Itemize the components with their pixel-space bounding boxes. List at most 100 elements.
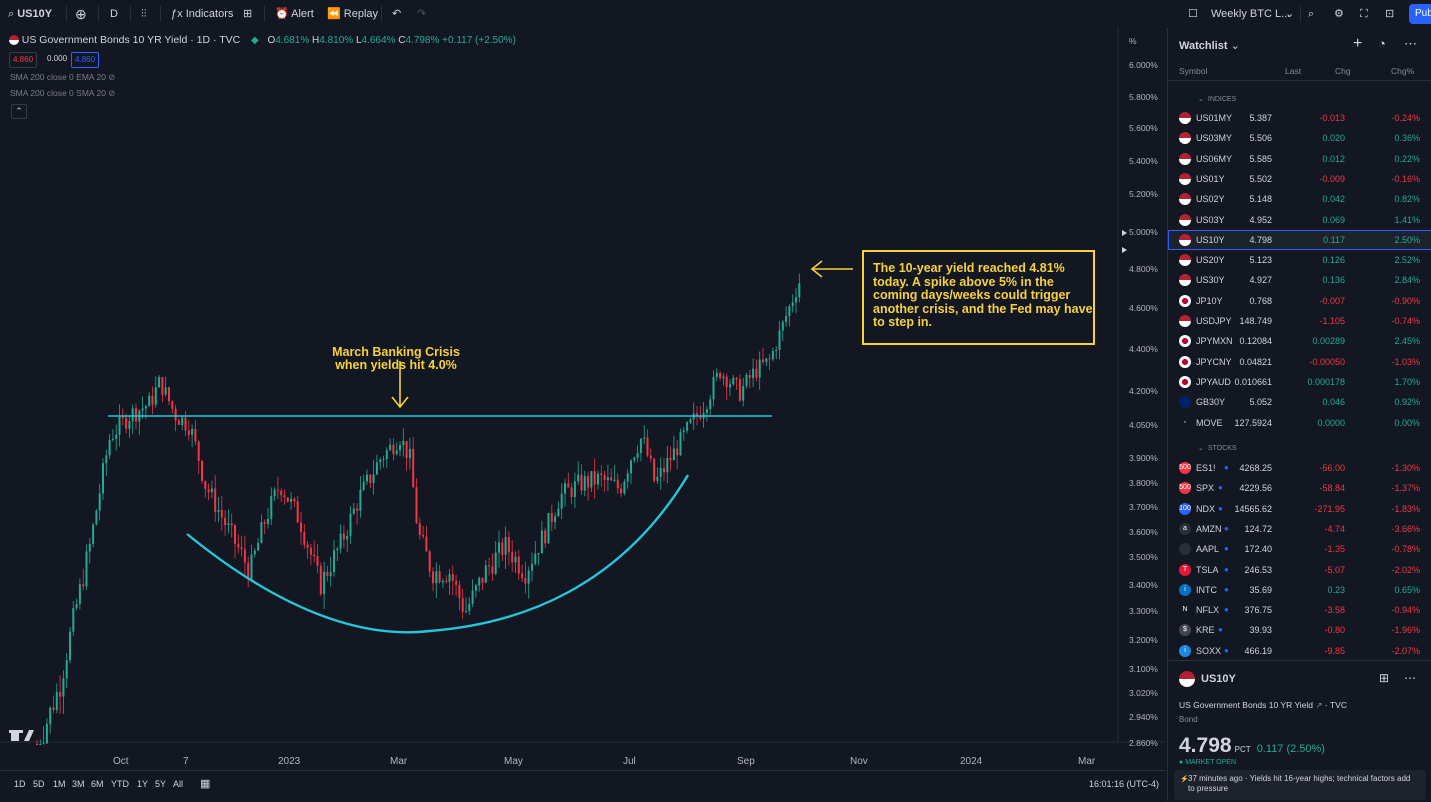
divider: [130, 6, 131, 22]
external-link-icon[interactable]: ↗: [1315, 700, 1323, 710]
candle-body: [220, 510, 223, 518]
layout-checkbox-icon[interactable]: ☐: [1188, 8, 1198, 20]
clock[interactable]: 16:01:16 (UTC-4): [1089, 779, 1160, 789]
march-crisis-annotation[interactable]: March Banking Crisis when yields hit 4.0…: [330, 346, 462, 372]
range-all[interactable]: All: [173, 779, 184, 789]
watchlist-row[interactable]: ▫ MOVE 127.5924 0.0000 0.00%: [1168, 413, 1431, 433]
compare-icon[interactable]: ⊕: [75, 6, 87, 22]
watchlist-row[interactable]: US06MY 5.585 0.012 0.22%: [1168, 149, 1431, 169]
time-tick-label: Jul: [623, 756, 636, 767]
candle-body: [620, 488, 623, 494]
advanced-view-icon[interactable]: ◔: [1378, 36, 1386, 51]
undo-icon[interactable]: ↶: [392, 8, 402, 20]
watchlist-row[interactable]: USDJPY 148.749 -1.105 -0.74%: [1168, 311, 1431, 331]
alert-button[interactable]: ⏰ Alert: [275, 8, 314, 20]
section-indices[interactable]: ⌄ INDICES: [1198, 95, 1236, 103]
candle-body: [438, 571, 441, 583]
indicator-sma[interactable]: SMA 200 close 0 SMA 20 ⊘: [10, 88, 115, 99]
range-3m[interactable]: 3M: [72, 779, 85, 789]
watchlist-row[interactable]: US10Y 4.798 0.117 2.50%: [1168, 229, 1431, 250]
chart-legend[interactable]: US Government Bonds 10 YR Yield · 1D · T…: [9, 34, 516, 46]
candle-body: [795, 297, 797, 303]
watchlist-row[interactable]: i INTC ● 35.69 0.23 0.65%: [1168, 580, 1431, 600]
section-stocks[interactable]: ⌄ STOCKS: [1198, 444, 1237, 452]
symbol-search[interactable]: ⌕ US10Y: [8, 8, 53, 20]
row-change: -1.35: [1324, 544, 1345, 555]
details-symbol[interactable]: US10Y: [1201, 673, 1236, 685]
calendar-icon[interactable]: ▦: [200, 778, 211, 790]
watchlist-row[interactable]: US03MY 5.506 0.020 0.36%: [1168, 128, 1431, 148]
buy-price-box[interactable]: 4.860: [71, 52, 100, 68]
live-dot-icon: ●: [1224, 564, 1229, 574]
range-1y[interactable]: 1Y: [137, 779, 149, 789]
watchlist-row[interactable]: US01Y 5.502 -0.009 -0.16%: [1168, 169, 1431, 189]
chart-pane[interactable]: US Government Bonds 10 YR Yield · 1D · T…: [0, 28, 1166, 801]
collapse-legend-button[interactable]: ⌃: [11, 104, 27, 119]
candle-body: [425, 536, 428, 552]
watchlist-row[interactable]: GB30Y 5.052 0.046 0.92%: [1168, 392, 1431, 412]
indicators-button[interactable]: ƒx Indicators: [171, 8, 234, 20]
candle-body: [570, 487, 573, 498]
eye-hidden-icon[interactable]: ⊘: [108, 72, 116, 82]
candle-body: [606, 477, 609, 480]
redo-icon[interactable]: ↷: [417, 8, 427, 20]
watchlist-row[interactable]: 500 ES1! ● 4268.25 -56.00 -1.30%: [1168, 458, 1431, 478]
watchlist-row[interactable]: JP10Y 0.768 -0.007 -0.90%: [1168, 291, 1431, 311]
watchlist-row[interactable]: AAPL ● 172.40 -1.35 -0.78%: [1168, 539, 1431, 559]
interval-button[interactable]: D: [110, 8, 118, 20]
candle-body: [752, 368, 755, 379]
templates-icon[interactable]: ⊞: [243, 8, 253, 20]
rounded-bottom-curve[interactable]: [186, 474, 690, 634]
range-5y[interactable]: 5Y: [155, 779, 167, 789]
watchlist-row[interactable]: US01MY 5.387 -0.013 -0.24%: [1168, 108, 1431, 128]
camera-icon[interactable]: ⊡: [1385, 8, 1395, 20]
gear-icon[interactable]: ⚙: [1334, 8, 1344, 20]
watchlist-row[interactable]: US20Y 5.123 0.126 2.52%: [1168, 250, 1431, 270]
indicator-ema[interactable]: SMA 200 close 0 EMA 20 ⊘: [10, 72, 115, 83]
range-1d[interactable]: 1D: [14, 779, 26, 789]
price-chart[interactable]: [0, 28, 1166, 801]
watchlist-row[interactable]: US30Y 4.927 0.136 2.84%: [1168, 270, 1431, 290]
more-icon[interactable]: ⋯: [1404, 36, 1417, 51]
callout-note[interactable]: The 10-year yield reached 4.81% today. A…: [862, 250, 1095, 345]
range-1m[interactable]: 1M: [53, 779, 66, 789]
sell-price-box[interactable]: 4.860: [9, 52, 38, 68]
watchlist-row[interactable]: 100 NDX ● 14565.62 -271.95 -1.83%: [1168, 499, 1431, 519]
news-item[interactable]: ⚡ 37 minutes ago · Yields hit 16-year hi…: [1174, 770, 1426, 800]
watchlist-row[interactable]: 500 SPX ● 4229.56 -58.84 -1.37%: [1168, 478, 1431, 498]
watchlist-row[interactable]: $ KRE ● 39.93 -0.80 -1.96%: [1168, 620, 1431, 640]
watchlist-row[interactable]: US03Y 4.952 0.069 1.41%: [1168, 210, 1431, 230]
watchlist-row[interactable]: JPYMXN 0.12084 0.00289 2.45%: [1168, 331, 1431, 351]
add-symbol-icon[interactable]: +: [1353, 35, 1363, 52]
fullscreen-icon[interactable]: ⛶: [1360, 8, 1368, 20]
row-last: 5.506: [1249, 133, 1272, 144]
watchlist-title[interactable]: Watchlist ⌄: [1179, 39, 1240, 52]
watchlist-row[interactable]: T TSLA ● 246.53 -5.07 -2.02%: [1168, 560, 1431, 580]
col-symbol[interactable]: Symbol: [1179, 66, 1208, 76]
col-chg-pct[interactable]: Chg%: [1391, 66, 1415, 76]
range-6m[interactable]: 6M: [91, 779, 104, 789]
range-5d[interactable]: 5D: [33, 779, 45, 789]
watchlist-row[interactable]: a AMZN ● 124.72 -4.74 -3.66%: [1168, 519, 1431, 539]
grid-icon[interactable]: ⊞: [1379, 671, 1390, 685]
watchlist-row[interactable]: i SOXX ● 466.19 -9.85 -2.07%: [1168, 641, 1431, 661]
replay-button[interactable]: ⏪ Replay: [327, 8, 379, 20]
range-ytd[interactable]: YTD: [111, 779, 129, 789]
publish-button[interactable]: Pub: [1409, 4, 1431, 24]
divider: [1300, 6, 1301, 22]
quick-search-icon[interactable]: ⌕: [1308, 8, 1315, 20]
eye-hidden-icon[interactable]: ⊘: [108, 88, 116, 98]
layout-name[interactable]: Weekly BTC L...: [1211, 8, 1291, 20]
chevron-down-icon[interactable]: ⌄: [1285, 8, 1295, 20]
more-icon[interactable]: ⋯: [1404, 671, 1416, 685]
col-chg[interactable]: Chg: [1335, 66, 1351, 76]
watchlist-row[interactable]: N NFLX ● 376.75 -3.58 -0.94%: [1168, 600, 1431, 620]
watchlist-row[interactable]: US02Y 5.148 0.042 0.82%: [1168, 189, 1431, 209]
watchlist-row[interactable]: JPYCNY 0.04821 -0.00050 -1.03%: [1168, 352, 1431, 372]
candle-body: [521, 573, 524, 579]
chart-type-icon[interactable]: ⫶⫶: [141, 8, 147, 20]
row-last: 4229.56: [1239, 483, 1272, 494]
col-last[interactable]: Last: [1285, 66, 1302, 76]
watchlist-row[interactable]: JPYAUD 0.010661 0.000178 1.70%: [1168, 372, 1431, 392]
row-symbol: NDX: [1196, 503, 1216, 514]
